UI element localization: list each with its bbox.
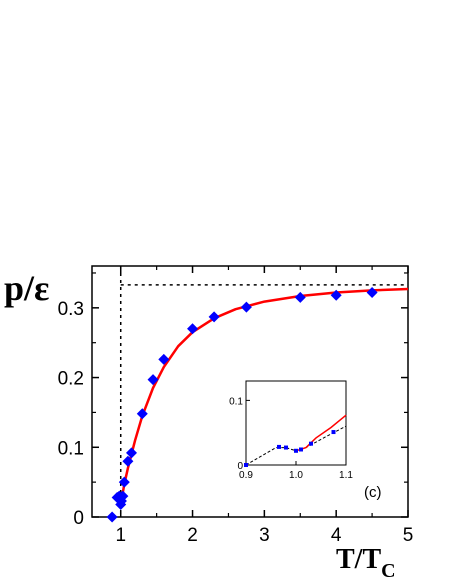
main-plot-frame [91, 265, 409, 518]
inset-x-tick-label: 1.1 [339, 470, 353, 481]
data-point-diamond [122, 455, 134, 467]
y-axis-ticks: 0 0.1 0.2 0.3 [58, 272, 408, 529]
x-axis-title: T/TC [336, 544, 396, 582]
data-points-group [106, 286, 378, 523]
data-point-diamond [158, 353, 170, 365]
fit-curve [119, 287, 409, 503]
data-point-diamond [126, 447, 137, 459]
y-tick-label: 0.2 [58, 369, 84, 390]
data-point-diamond [294, 291, 306, 303]
inset-axis-ticks: 0.9 1.0 1.1 0 0.1 [229, 396, 353, 481]
y-tick-label: 0.1 [58, 438, 84, 459]
x-tick-label: 1 [115, 525, 126, 546]
x-axis-ticks: 1 2 3 4 5 [115, 266, 413, 546]
fit-curve-group [119, 287, 409, 503]
inset-y-tick-label: 0.1 [229, 396, 243, 407]
inset-x-tick-label: 1.0 [289, 470, 303, 481]
x-tick-label: 3 [259, 525, 270, 546]
data-point-diamond [136, 408, 148, 420]
x-tick-label: 4 [331, 525, 342, 546]
data-point-diamond [208, 311, 220, 323]
x-axis-title-main: T/T [336, 544, 381, 575]
reference-lines [119, 266, 408, 517]
inset-y-tick-label: 0 [237, 461, 243, 472]
inset-data-point-square [299, 447, 303, 452]
panel-label: (c) [364, 484, 382, 501]
data-point-diamond [118, 476, 130, 488]
inset-data-point-square [284, 445, 288, 450]
x-tick-label: 2 [187, 525, 198, 546]
x-tick-label: 5 [403, 525, 414, 546]
data-point-diamond [117, 490, 129, 502]
inset-data-point-square [277, 444, 281, 449]
inset-data-point-square [244, 463, 248, 467]
y-axis-title: p/ε [4, 268, 49, 308]
x-axis-title-subscript: C [381, 560, 395, 582]
inset-data-point-square [294, 448, 298, 453]
data-point-diamond [147, 374, 159, 386]
inset-data-point-square [331, 430, 336, 435]
data-point-diamond [330, 289, 342, 301]
data-point-diamond [240, 301, 252, 313]
data-point-diamond [106, 511, 118, 523]
inset-data-point-square [309, 441, 313, 446]
y-tick-label: 0 [73, 508, 84, 529]
data-point-diamond [187, 323, 199, 335]
data-point-diamond [366, 286, 378, 298]
inset-data-points-group [244, 430, 336, 467]
y-tick-label: 0.3 [58, 299, 84, 320]
inset-x-tick-label: 0.9 [239, 470, 253, 481]
